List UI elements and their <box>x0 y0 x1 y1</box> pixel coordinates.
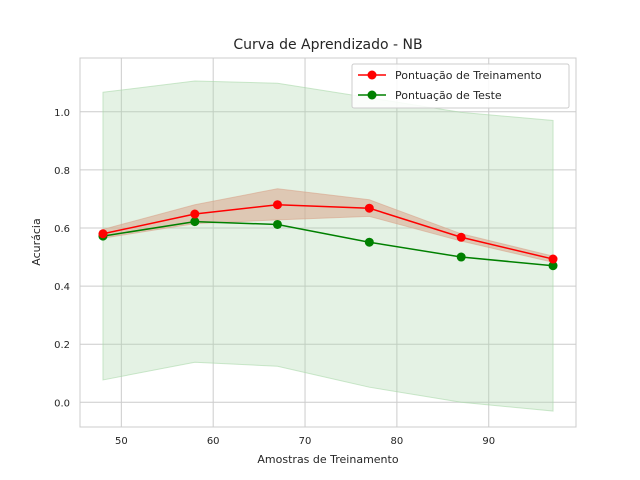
chart-title: Curva de Aprendizado - NB <box>233 37 422 53</box>
confidence-bands <box>102 80 554 412</box>
point-train <box>190 209 200 219</box>
point-train <box>456 232 466 242</box>
x-tick-label: 60 <box>207 436 220 447</box>
legend-label-test: Pontuação de Teste <box>395 89 502 102</box>
point-test <box>190 217 200 227</box>
series-lines <box>102 203 554 267</box>
x-tick-label: 50 <box>115 436 128 447</box>
y-tick-label: 0.4 <box>54 282 70 293</box>
point-test <box>272 219 282 229</box>
line-train <box>102 203 554 260</box>
y-tick-labels: 0.0 0.2 0.4 0.6 0.8 1.0 <box>54 108 70 410</box>
line-test <box>102 220 554 267</box>
x-axis-label: Amostras de Treinamento <box>257 453 398 466</box>
point-train <box>272 200 282 210</box>
y-axis-label: Acurácia <box>30 218 43 265</box>
x-tick-label: 80 <box>391 436 404 447</box>
plot-frame <box>79 57 577 428</box>
y-tick-label: 0.8 <box>54 166 70 177</box>
point-test <box>456 252 466 262</box>
y-tick-label: 1.0 <box>54 108 70 119</box>
y-tick-label: 0.0 <box>54 398 70 409</box>
series-points <box>98 200 558 271</box>
x-tick-label: 70 <box>299 436 312 447</box>
legend-box <box>351 63 570 109</box>
point-test <box>364 237 374 247</box>
legend-marker-test <box>367 90 377 100</box>
point-train <box>548 254 558 264</box>
y-tick-label: 0.6 <box>54 224 70 235</box>
legend-label-train: Pontuação de Treinamento <box>395 69 542 82</box>
point-train <box>98 229 108 239</box>
point-test <box>548 261 558 271</box>
y-tick-label: 0.2 <box>54 340 70 351</box>
legend-marker-train <box>367 70 377 80</box>
legend: Pontuação de Treinamento Pontuação de Te… <box>351 63 570 109</box>
x-tick-label: 90 <box>482 436 495 447</box>
band-test <box>102 80 554 412</box>
x-tick-labels: 50 60 70 80 90 <box>115 436 495 447</box>
point-train <box>364 203 374 213</box>
